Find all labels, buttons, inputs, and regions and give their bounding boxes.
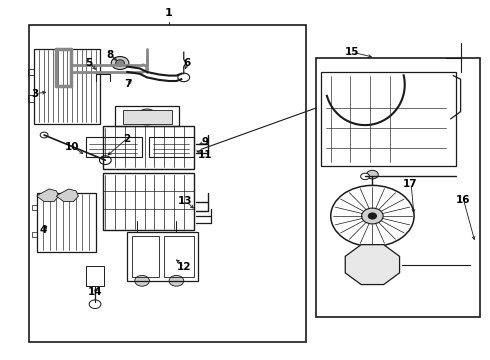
- Text: 13: 13: [178, 196, 193, 206]
- Text: 9: 9: [201, 137, 208, 147]
- Text: 2: 2: [123, 134, 130, 144]
- Circle shape: [169, 275, 184, 286]
- Text: 6: 6: [184, 58, 191, 68]
- Polygon shape: [345, 245, 399, 284]
- Bar: [149, 137, 194, 157]
- Circle shape: [369, 262, 376, 267]
- Bar: [29, 25, 306, 342]
- Circle shape: [136, 109, 158, 125]
- Bar: [28, 95, 34, 102]
- Text: 14: 14: [88, 287, 103, 297]
- Bar: [103, 126, 194, 169]
- Bar: [127, 232, 198, 281]
- Circle shape: [99, 156, 111, 165]
- Circle shape: [367, 170, 378, 179]
- Circle shape: [111, 57, 129, 69]
- Circle shape: [361, 173, 369, 180]
- Text: 16: 16: [456, 195, 470, 205]
- Bar: [115, 106, 179, 126]
- Circle shape: [144, 114, 150, 120]
- Text: 10: 10: [65, 142, 80, 152]
- Text: 3: 3: [32, 89, 39, 99]
- Circle shape: [89, 300, 101, 309]
- Bar: [34, 49, 100, 124]
- Text: 17: 17: [403, 179, 418, 189]
- Text: 8: 8: [107, 50, 114, 60]
- Bar: [132, 236, 159, 277]
- Circle shape: [363, 257, 382, 272]
- Text: 12: 12: [176, 262, 191, 272]
- Text: 5: 5: [86, 58, 93, 68]
- Circle shape: [40, 132, 48, 138]
- Bar: [103, 173, 194, 230]
- Polygon shape: [37, 189, 59, 202]
- Text: 7: 7: [124, 78, 132, 89]
- Bar: [122, 110, 172, 124]
- Bar: [32, 232, 37, 237]
- Bar: [28, 68, 34, 75]
- Circle shape: [116, 60, 124, 66]
- Bar: [86, 137, 142, 157]
- Circle shape: [362, 208, 383, 224]
- Bar: [32, 205, 37, 210]
- Bar: [316, 58, 480, 317]
- Text: 1: 1: [165, 8, 173, 18]
- Circle shape: [368, 213, 376, 219]
- Circle shape: [135, 275, 149, 286]
- Text: 15: 15: [344, 47, 359, 57]
- Text: 11: 11: [197, 150, 212, 160]
- Bar: [86, 266, 104, 286]
- Bar: [37, 193, 96, 252]
- Text: 4: 4: [39, 225, 47, 235]
- Bar: [321, 72, 456, 166]
- Bar: [164, 236, 194, 277]
- Polygon shape: [56, 189, 78, 202]
